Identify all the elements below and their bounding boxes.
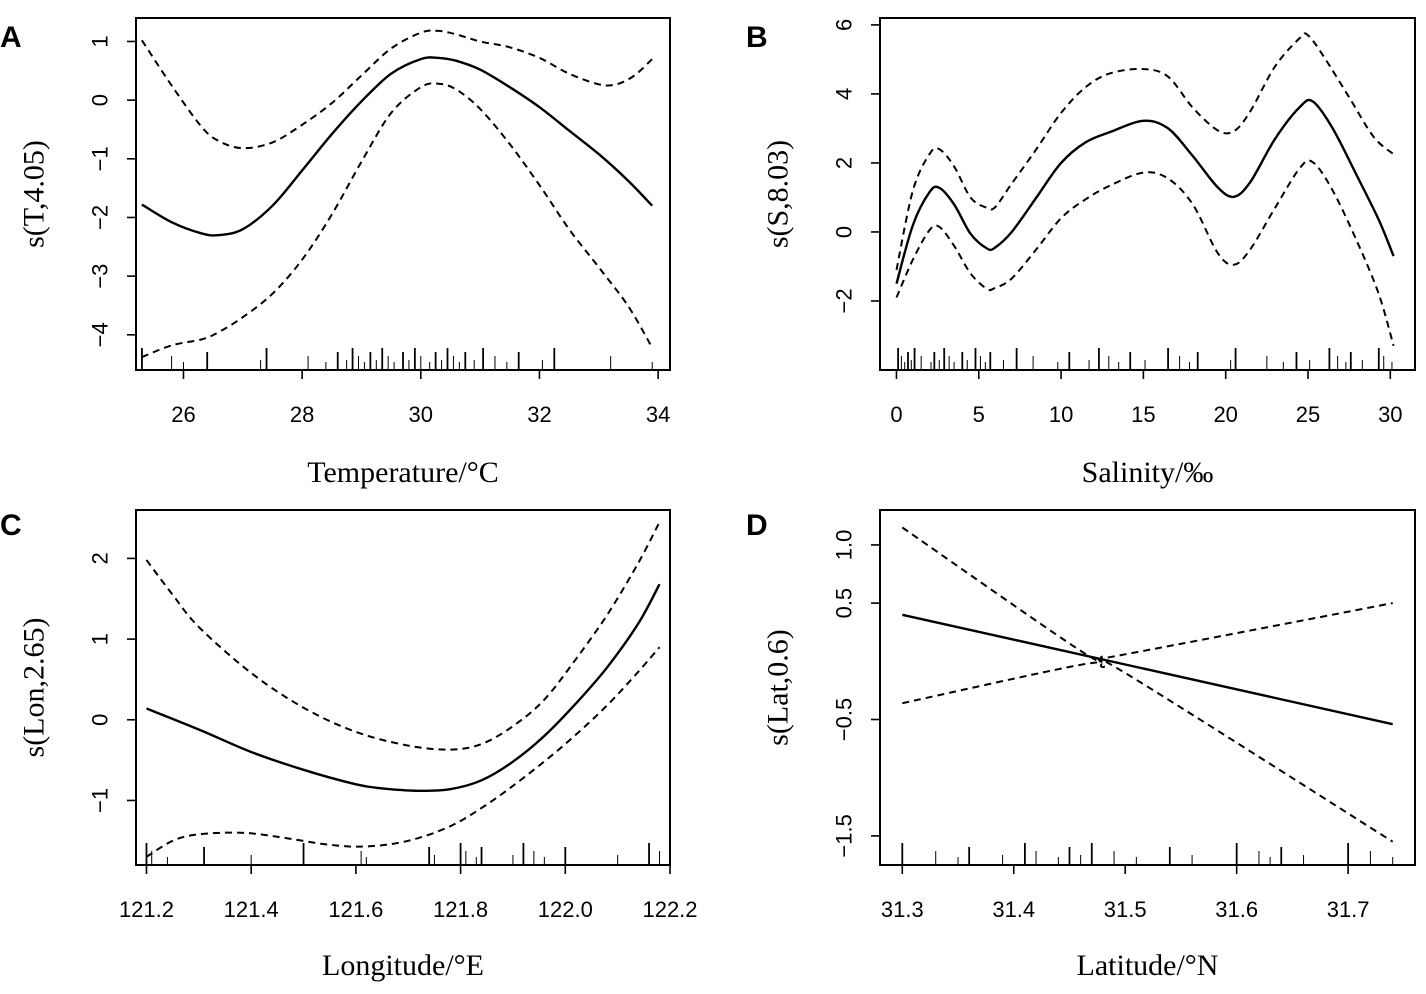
x-tick-label: 26 bbox=[171, 402, 195, 427]
confidence-band-curve bbox=[145, 521, 661, 751]
panel-label: A bbox=[0, 21, 22, 54]
fitted-smooth-curve bbox=[902, 613, 1393, 726]
x-tick-label: 5 bbox=[973, 402, 985, 427]
x-tick-label: 121.6 bbox=[328, 897, 383, 922]
x-tick-label: 10 bbox=[1049, 402, 1073, 427]
fitted-smooth-curve bbox=[895, 98, 1395, 285]
y-tick-label: 4 bbox=[832, 88, 857, 100]
x-axis-title: Salinity/‰ bbox=[1082, 456, 1214, 489]
confidence-band-curve bbox=[141, 29, 653, 150]
y-axis-title: s(Lon,2.65) bbox=[18, 618, 51, 758]
x-tick-label: 25 bbox=[1296, 402, 1320, 427]
x-tick-label: 31.6 bbox=[1215, 897, 1258, 922]
y-tick-label: 2 bbox=[832, 157, 857, 169]
x-tick-label: 122.2 bbox=[642, 897, 697, 922]
x-axis-title: Temperature/°C bbox=[307, 456, 498, 489]
y-tick-label: 0.5 bbox=[832, 588, 857, 619]
y-tick-label: 2 bbox=[88, 552, 113, 564]
y-axis-title: s(S,8.03) bbox=[762, 140, 795, 248]
x-tick-label: 121.4 bbox=[224, 897, 279, 922]
y-tick-label: 0 bbox=[832, 226, 857, 238]
x-tick-label: 15 bbox=[1131, 402, 1155, 427]
panel-b: B 0 5 10 15 20 25 30 −2 0 2 4 6 Salinity/‰ s(S,8.03) bbox=[746, 17, 1416, 489]
y-tick-label: 1 bbox=[88, 35, 113, 47]
x-tick-label: 31.3 bbox=[881, 897, 924, 922]
panel-label: D bbox=[746, 509, 768, 542]
y-tick-label: −0.5 bbox=[832, 698, 857, 741]
y-tick-label: −1.5 bbox=[832, 814, 857, 857]
x-tick-label: 122.0 bbox=[538, 897, 593, 922]
plot-frame bbox=[879, 17, 1416, 371]
confidence-band-curve bbox=[895, 159, 1395, 347]
panel-c: C 121.2 121.4 121.6 121.8 122.0 122.2 −1 0 1 2 Long… bbox=[0, 509, 698, 982]
plot-frame bbox=[879, 509, 1416, 866]
y-tick-label: 1.0 bbox=[832, 530, 857, 561]
y-tick-label: −3 bbox=[88, 264, 113, 289]
panel-d: D 31.3 31.4 31.5 31.6 31.7 −1.5 −0.5 0.5 1.0 Latit… bbox=[746, 509, 1416, 982]
x-tick-label: 31.4 bbox=[992, 897, 1035, 922]
fitted-smooth-curve bbox=[146, 583, 661, 793]
y-tick-label: 0 bbox=[88, 714, 113, 726]
y-axis-title: s(Lat,0.6) bbox=[762, 629, 795, 746]
x-tick-label: 31.7 bbox=[1327, 897, 1370, 922]
y-tick-label: −4 bbox=[88, 322, 113, 347]
y-tick-label: −2 bbox=[832, 288, 857, 313]
confidence-band-curve bbox=[145, 646, 661, 858]
confidence-band-curve bbox=[901, 526, 1393, 663]
y-tick-label: 1 bbox=[88, 633, 113, 645]
plot-frame bbox=[135, 17, 671, 371]
x-tick-label: 30 bbox=[1378, 402, 1402, 427]
plot-frame bbox=[135, 509, 671, 866]
confidence-band-curve bbox=[895, 32, 1395, 271]
panel-label: C bbox=[0, 509, 22, 542]
panel-label: B bbox=[746, 21, 768, 54]
panel-a: A 26 28 30 32 34 −4 −3 −2 −1 0 1 Temperature/°C s(T,4… bbox=[0, 17, 671, 489]
x-tick-label: 121.2 bbox=[119, 897, 174, 922]
fitted-smooth-curve bbox=[141, 56, 654, 237]
x-axis-title: Latitude/°N bbox=[1077, 949, 1219, 982]
x-tick-label: 32 bbox=[527, 402, 551, 427]
confidence-band-curve bbox=[902, 657, 1394, 843]
x-tick-label: 34 bbox=[646, 402, 670, 427]
y-tick-label: 0 bbox=[88, 94, 113, 106]
x-tick-label: 121.8 bbox=[433, 897, 488, 922]
y-tick-label: 6 bbox=[832, 19, 857, 31]
x-tick-label: 28 bbox=[290, 402, 314, 427]
confidence-band-curve bbox=[141, 82, 654, 359]
y-tick-label: −1 bbox=[88, 788, 113, 813]
x-axis-title: Longitude/°E bbox=[322, 949, 484, 982]
x-tick-label: 20 bbox=[1213, 402, 1237, 427]
y-tick-label: −1 bbox=[88, 146, 113, 171]
x-tick-label: 31.5 bbox=[1104, 897, 1147, 922]
y-axis-title: s(T,4.05) bbox=[18, 140, 51, 248]
x-tick-label: 30 bbox=[409, 402, 433, 427]
x-tick-label: 0 bbox=[890, 402, 902, 427]
y-tick-label: −2 bbox=[88, 205, 113, 230]
